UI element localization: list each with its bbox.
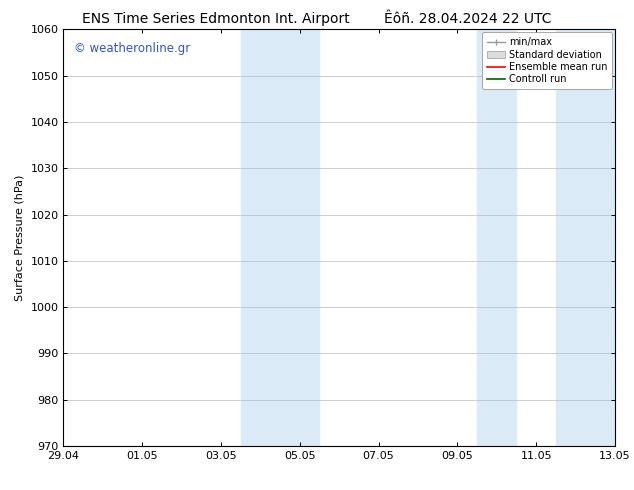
Text: Êôñ. 28.04.2024 22 UTC: Êôñ. 28.04.2024 22 UTC: [384, 12, 552, 26]
Bar: [280, 29, 320, 446]
Bar: [556, 29, 615, 446]
Text: © weatheronline.gr: © weatheronline.gr: [74, 42, 191, 55]
Y-axis label: Surface Pressure (hPa): Surface Pressure (hPa): [15, 174, 25, 301]
Text: ENS Time Series Edmonton Int. Airport: ENS Time Series Edmonton Int. Airport: [82, 12, 350, 26]
Legend: min/max, Standard deviation, Ensemble mean run, Controll run: min/max, Standard deviation, Ensemble me…: [482, 32, 612, 89]
Bar: [477, 29, 517, 446]
Bar: [241, 29, 280, 446]
